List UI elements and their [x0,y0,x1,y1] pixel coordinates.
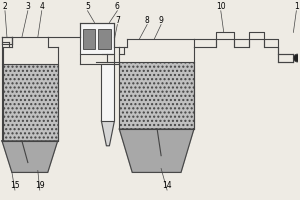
Text: 3: 3 [26,2,30,11]
Text: 19: 19 [35,181,45,190]
Text: 8: 8 [145,16,150,25]
Bar [82,29,95,49]
Text: 4: 4 [39,2,44,11]
Text: 7: 7 [115,16,120,25]
Circle shape [293,54,300,62]
Bar [2,64,58,141]
Text: 6: 6 [115,2,120,11]
Bar [80,23,114,54]
Text: 15: 15 [10,181,20,190]
Text: 10: 10 [216,2,226,11]
Bar [98,29,111,49]
Text: 14: 14 [162,181,172,190]
Polygon shape [119,129,194,172]
Polygon shape [2,141,58,172]
Text: 5: 5 [85,2,90,11]
Bar [119,62,194,129]
Bar [101,64,114,121]
Polygon shape [101,121,114,146]
Text: 9: 9 [159,16,164,25]
Text: 1: 1 [294,2,299,11]
Text: 2: 2 [3,2,7,11]
